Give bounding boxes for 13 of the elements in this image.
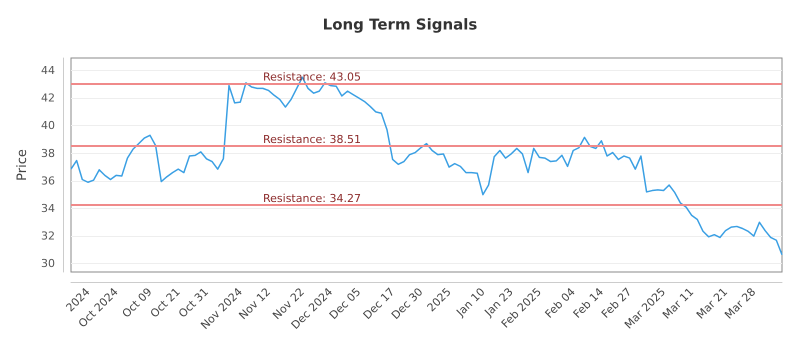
y-tick-label: 42 (41, 92, 55, 105)
chart-title: Long Term Signals (322, 16, 478, 34)
y-tick-label: 34 (41, 202, 55, 215)
y-axis-title: Price (15, 149, 30, 181)
y-tick-label: 40 (41, 119, 55, 132)
y-tick-label: 38 (41, 146, 55, 160)
ref-line-label: Resistance: 38.51 (263, 133, 361, 146)
ref-line-label: Resistance: 34.27 (263, 192, 361, 205)
y-tick-label: 44 (41, 64, 55, 77)
ref-line-label: Resistance: 43.05 (263, 70, 361, 84)
y-tick-label: 32 (41, 230, 55, 243)
y-tick-label: 36 (41, 174, 55, 188)
y-tick-label: 30 (41, 257, 55, 270)
